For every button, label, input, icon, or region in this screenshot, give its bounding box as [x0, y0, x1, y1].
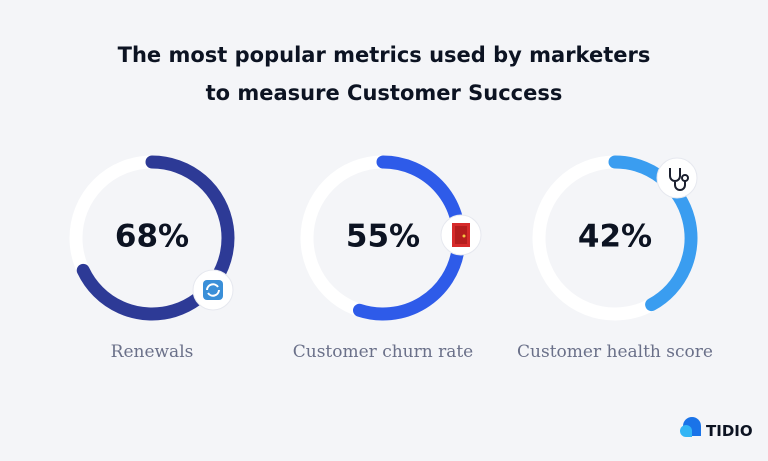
category-label: Renewals — [111, 342, 194, 362]
category-label: Customer churn rate — [293, 342, 474, 362]
value-label: 42% — [578, 219, 652, 255]
brand-logo: TIDIO — [680, 417, 753, 440]
charts: 68% Renewals 55% Customer churn rate 42% Cust… — [69, 155, 713, 362]
ring-arc — [608, 155, 698, 312]
title-line: to measure Customer Success — [206, 81, 563, 105]
category-label: Customer health score — [517, 342, 713, 362]
value-label: 55% — [346, 219, 420, 255]
value-label: 68% — [115, 219, 189, 255]
title-line: The most popular metrics used by markete… — [118, 43, 651, 67]
brand-name: TIDIO — [706, 422, 753, 440]
door-icon — [440, 214, 482, 256]
renewal-icon — [192, 269, 234, 311]
stethoscope-icon — [656, 157, 698, 199]
